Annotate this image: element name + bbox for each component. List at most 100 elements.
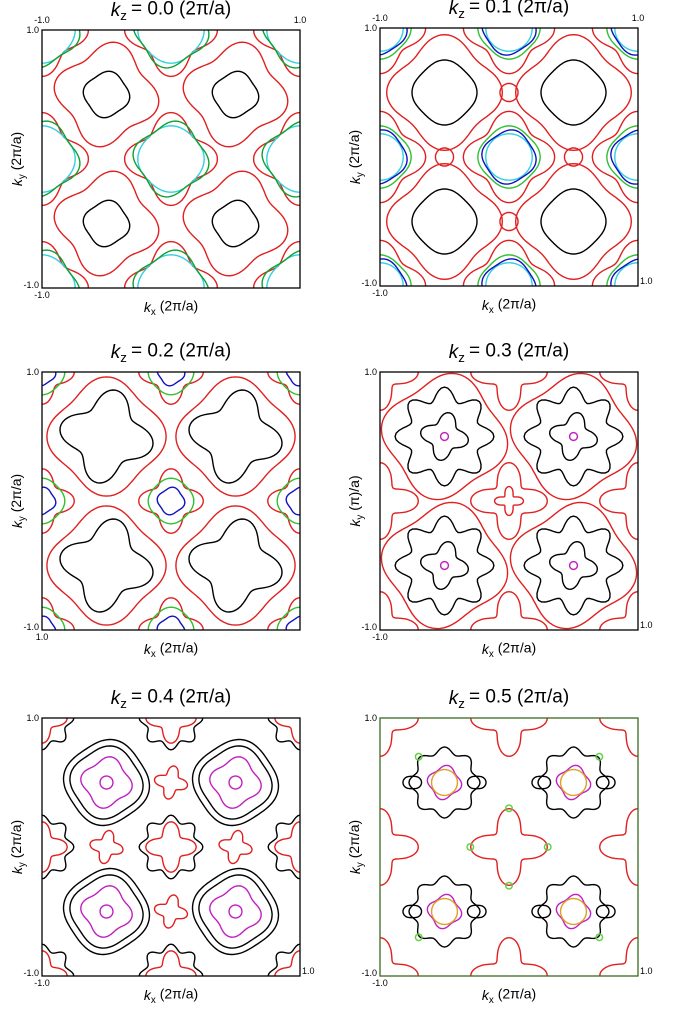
fermi-contour [188,518,283,613]
fermi-contour [481,129,537,185]
symbol: k [347,519,363,527]
subscript: y [17,174,28,179]
tick-label: 1.0 [364,367,377,377]
tick-label: 1.0 [26,367,39,377]
fermi-contour [411,59,478,126]
fermi-contour [380,28,404,52]
fermi-contour [477,254,541,286]
fermi-contour [42,372,76,406]
fermi-contour [394,386,495,487]
fermi-contour [261,120,300,198]
panel: kz = 0.2 (2π/a)kx (2π/a)ky(2π/a)1.0-1.01.0 [8,340,301,660]
fermi-contour [80,756,133,809]
fermi-contour [138,597,205,630]
panel: kz = 0.3 (2π/a)kx (2π/a)ky(π)/a)1.0-1.0-1.… [346,340,653,660]
fermi-contour [211,70,260,119]
contours [380,28,638,286]
label-text: (2π/a) [498,296,536,312]
fermi-contour [188,389,283,484]
fermi-contour [147,606,195,630]
fermi-contour [531,775,552,790]
fermi-contour [380,125,412,189]
fermi-contour [132,120,210,198]
fermi-contour [430,897,459,926]
tick-label: 1.0 [364,713,377,723]
panel-title: kz = 0.0 (2π/a) [111,0,231,23]
fermi-contour [559,897,588,926]
tick-label: -1.0 [23,968,39,978]
fermi-contour [477,125,541,189]
label-text: (2π/a) [498,640,536,656]
fermi-contour [42,372,57,387]
fermi-contour [439,431,450,442]
label-text: (2π/a) [160,986,198,1002]
axis-label: kx (2π/a) [144,986,198,1006]
fermi-contour [42,30,90,78]
subscript: z [120,696,127,711]
fermi-contour [138,814,204,880]
frame [379,371,639,631]
frame [41,29,301,289]
axis-label: ky (2π/a) [346,130,366,184]
symbol: k [482,297,490,313]
tick-label: -1.0 [34,15,50,25]
fermi-contour [266,125,300,193]
tick-label: -1.0 [372,288,388,298]
fermi-contour [228,775,243,790]
fermi-contour [514,162,633,281]
fermi-contour [191,738,280,827]
label-text: (2π/a) [346,130,362,168]
fermi-contour [380,129,408,185]
subscript: y [355,515,366,520]
tick-label: -1.0 [372,978,388,988]
tick-label: 1.0 [640,620,653,630]
fermi-contour [137,254,205,288]
fermi-contour [380,28,412,60]
tick-label: 1.0 [26,25,39,35]
label-text: (2π/a) [160,640,198,656]
fermi-contour [598,807,638,887]
fermi-contour [543,843,552,851]
fermi-contour [42,615,57,630]
fermi-contour [191,867,280,956]
label-text: (2π/a) [160,298,198,314]
contours [380,372,638,630]
fermi-contour [82,70,131,119]
fermi-contour [380,807,420,887]
fermi-contour [595,775,616,790]
fermi-contour [595,904,616,919]
subscript: z [120,8,127,23]
fermi-contour [477,28,541,60]
fermi-contour [493,485,525,517]
fermi-contour [132,249,210,288]
fermi-contour [394,515,495,616]
label-text: (2π/a) [8,474,24,512]
fermi-contour [209,756,262,809]
fermi-contour [380,110,427,204]
fermi-contour [276,477,300,525]
axis-label: kx (2π/a) [482,986,536,1006]
fermi-contour [509,501,638,630]
subscript: y [17,516,28,521]
fermi-contour [53,41,160,148]
frame [41,717,301,977]
panel: kz = 0.4 (2π/a)kx (2π/a)ky(2π/a)1.0-1.0-1.… [8,686,315,1006]
fermi-contour [434,147,455,167]
fermi-contour [385,162,504,281]
fermi-contour [99,904,114,919]
tick-label: -1.0 [372,632,388,642]
frame [379,27,639,287]
fermi-contour [175,376,296,497]
fermi-contour [537,875,610,948]
fermi-contour [380,262,404,286]
fermi-contour [380,254,412,286]
fermi-contour [42,943,75,976]
contours [42,718,300,976]
fermi-contour [402,775,423,790]
fermi-contour [138,372,205,406]
tick-label: -1.0 [361,278,377,288]
fermi-contour [380,372,420,412]
fermi-contour [509,372,638,501]
fermi-contour [540,188,607,255]
fermi-contour [42,120,81,198]
